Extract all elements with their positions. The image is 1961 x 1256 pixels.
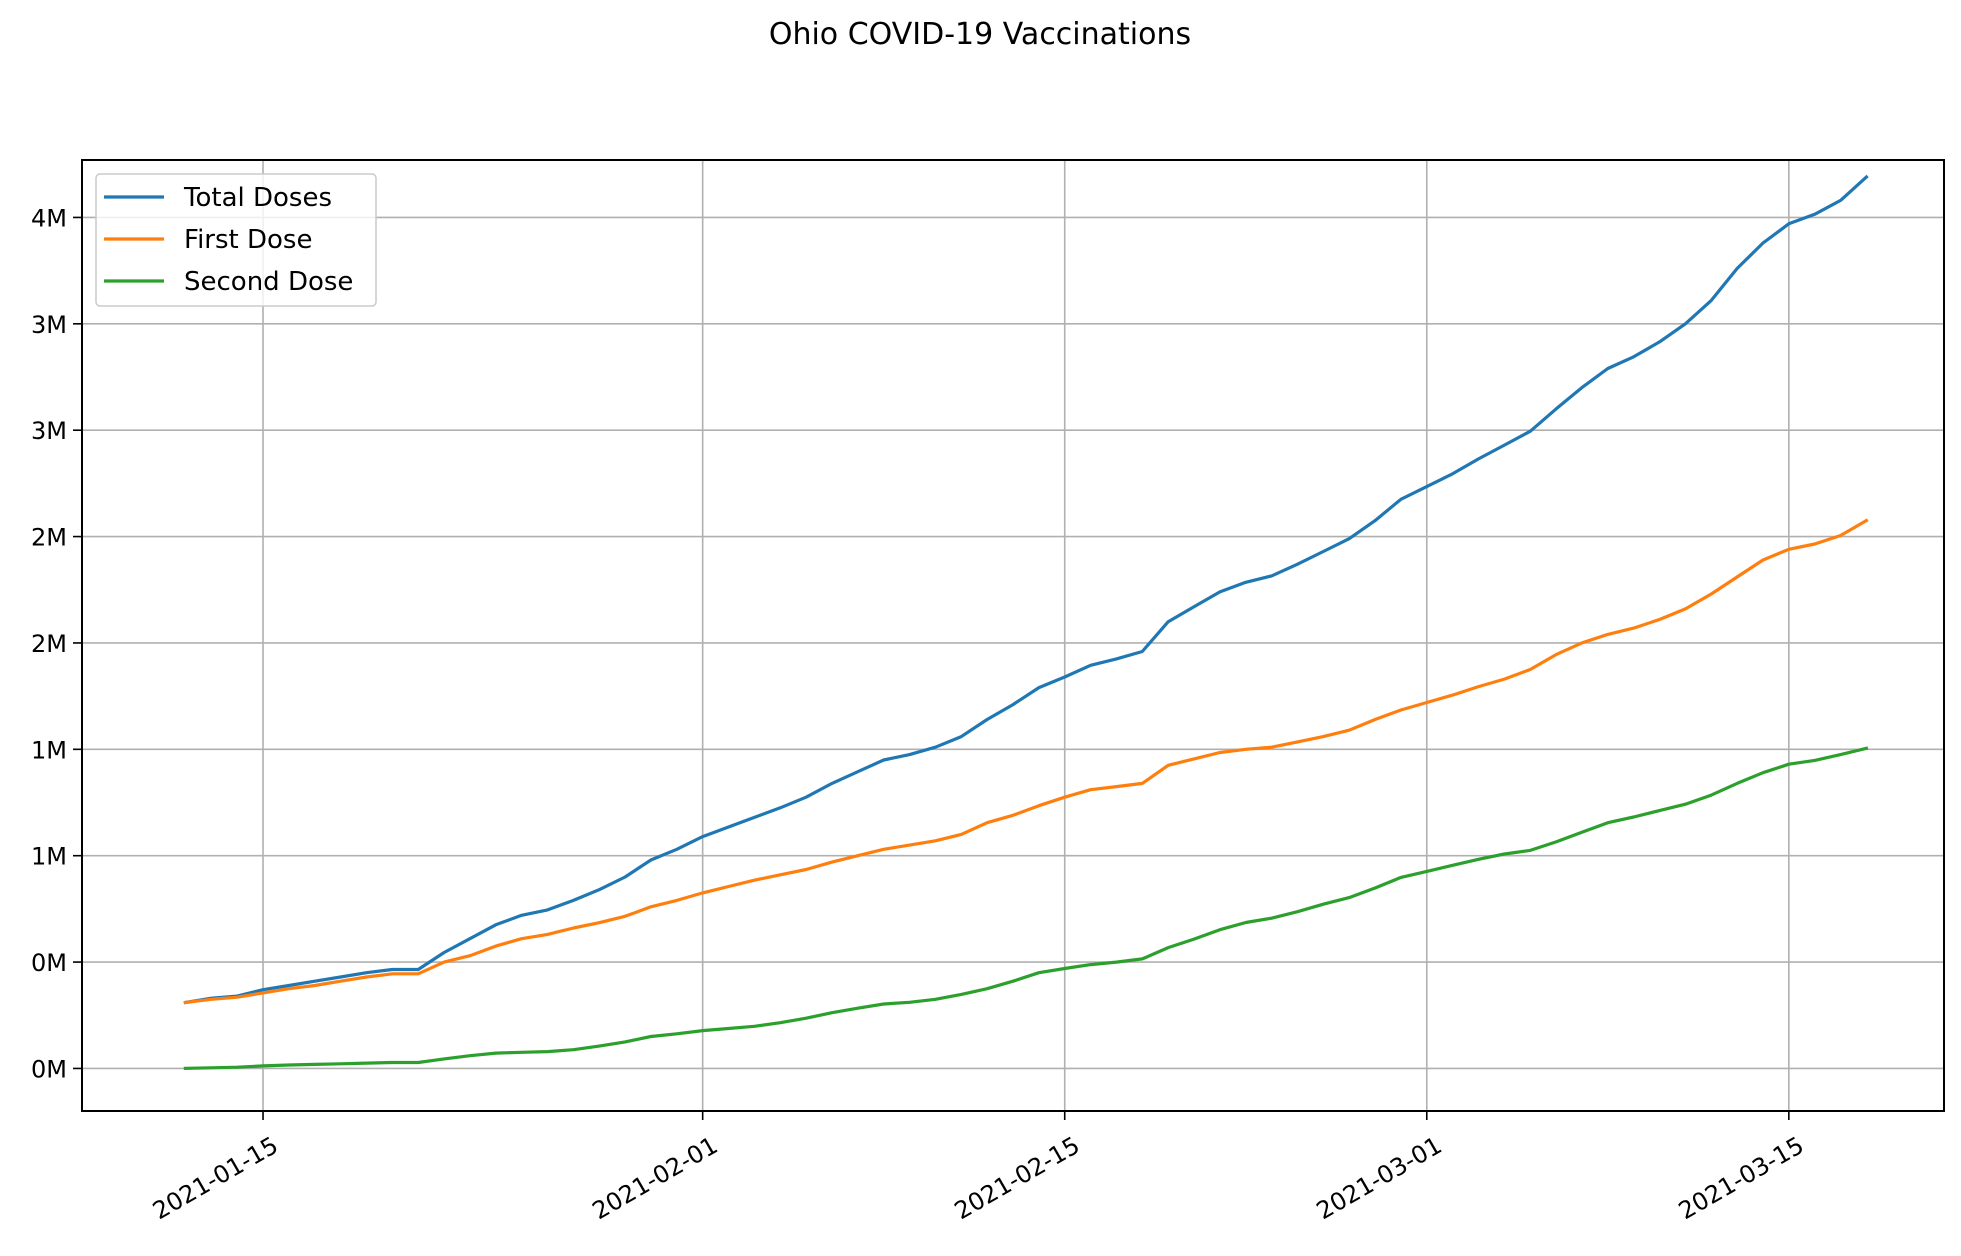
y-tick-label: 0M [31, 1055, 67, 1083]
y-tick-label: 1M [31, 843, 67, 871]
y-tick-label: 1M [31, 736, 67, 764]
plot-area-frame [81, 159, 1945, 1112]
legend: Total Doses First Dose Second Dose [95, 173, 377, 307]
series-line-first-dose [183, 518, 1869, 1005]
y-tick-label: 3M [31, 417, 67, 445]
grid [82, 160, 1944, 1111]
series-line-second-dose [183, 746, 1869, 1071]
y-tick-label: 4M [31, 204, 67, 232]
legend-box [95, 173, 377, 307]
series-lines [183, 174, 1869, 1071]
y-tick-label: 2M [31, 630, 67, 658]
y-axis: 0M 0M 1M 1M 2M 2M 3M 3M 4M [31, 204, 82, 1083]
y-tick-label: 2M [31, 524, 67, 552]
y-tick-label: 0M [31, 949, 67, 977]
legend-label-total-doses: Total Doses [183, 183, 332, 213]
series-line-total-doses [183, 174, 1869, 1005]
y-tick-label: 3M [31, 311, 67, 339]
legend-label-second-dose: Second Dose [184, 267, 353, 297]
chart-title: Ohio COVID-19 Vaccinations [769, 17, 1191, 52]
legend-label-first-dose: First Dose [184, 225, 312, 255]
